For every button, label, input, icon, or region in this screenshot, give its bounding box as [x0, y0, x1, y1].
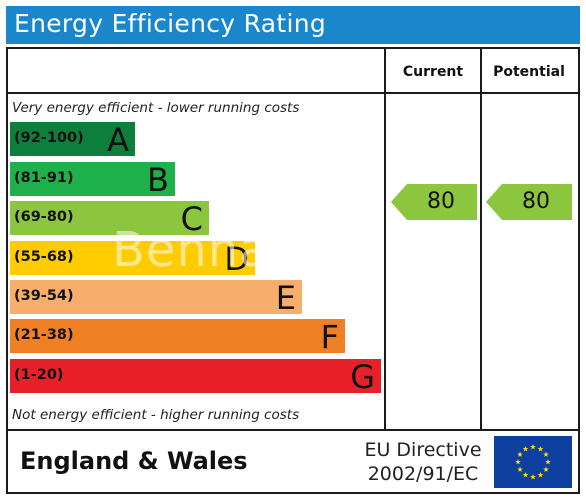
eu-flag-star: [537, 446, 544, 452]
band-e: (39-54) E: [10, 279, 302, 317]
band-b-range: (81-91): [14, 170, 74, 186]
potential-rating-value: 80: [522, 189, 550, 214]
band-g-letter: G: [350, 358, 375, 396]
watermark: Benham & Reeves: [112, 222, 568, 278]
band-d-letter: D: [224, 240, 249, 278]
eu-flag-star: [522, 446, 529, 452]
band-f: (21-38) F: [10, 318, 345, 356]
band-b: (81-91) B: [10, 161, 175, 199]
eu-directive-line-1: EU Directive: [364, 439, 482, 461]
band-c-range: (69-80): [14, 209, 74, 225]
band-b-letter: B: [147, 161, 169, 199]
band-a-letter: A: [107, 121, 129, 159]
band-a-range: (92-100): [14, 130, 84, 146]
potential-column-divider: [480, 47, 482, 431]
eu-flag-icon: [494, 436, 572, 488]
current-rating-arrow: 80: [391, 184, 477, 220]
band-a: (92-100) A: [10, 121, 135, 159]
current-column-header: Current: [402, 64, 464, 80]
band-f-letter: F: [320, 318, 339, 356]
page-title: Energy Efficiency Rating: [14, 9, 327, 38]
band-d: (55-68) D: [10, 240, 255, 278]
potential-rating-arrow-shape: [486, 184, 572, 220]
eu-flag-star: [543, 451, 549, 457]
potential-rating-arrow: 80: [486, 184, 572, 220]
band-g-range: (1-20): [14, 367, 64, 383]
eu-flag-star: [537, 471, 544, 478]
eu-directive-line-2: 2002/91/EC: [367, 463, 479, 485]
eu-flag-star: [522, 471, 529, 478]
eu-flag-star: [517, 466, 523, 472]
eu-flag-star: [545, 459, 551, 465]
eu-flag-star: [517, 451, 523, 457]
band-f-range: (21-38): [14, 327, 74, 343]
band-c: (69-80) C: [10, 200, 209, 238]
current-rating-value: 80: [427, 189, 455, 214]
eu-directive: EU Directive 2002/91/EC: [356, 438, 490, 486]
region-label: England & Wales: [20, 447, 248, 475]
band-d-range: (55-68): [14, 249, 74, 265]
current-rating-arrow-shape: [391, 184, 477, 220]
current-column-divider: [384, 47, 386, 431]
header-row-divider: [6, 92, 580, 94]
band-e-range: (39-54): [14, 288, 74, 304]
band-g: (1-20) G: [10, 358, 381, 396]
title-bar: Energy Efficiency Rating: [6, 6, 580, 44]
eu-flag-star: [530, 474, 536, 480]
potential-column-header: Potential: [493, 64, 565, 80]
band-e-letter: E: [275, 279, 296, 317]
bottom-caption: Not energy efficient - higher running co…: [12, 407, 300, 423]
top-caption: Very energy efficient - lower running co…: [12, 100, 300, 116]
eu-flag-star: [543, 466, 549, 472]
eu-flag-star: [530, 444, 536, 450]
eu-flag-star: [515, 459, 521, 465]
band-c-letter: C: [180, 200, 203, 238]
footer-divider: [6, 429, 580, 431]
